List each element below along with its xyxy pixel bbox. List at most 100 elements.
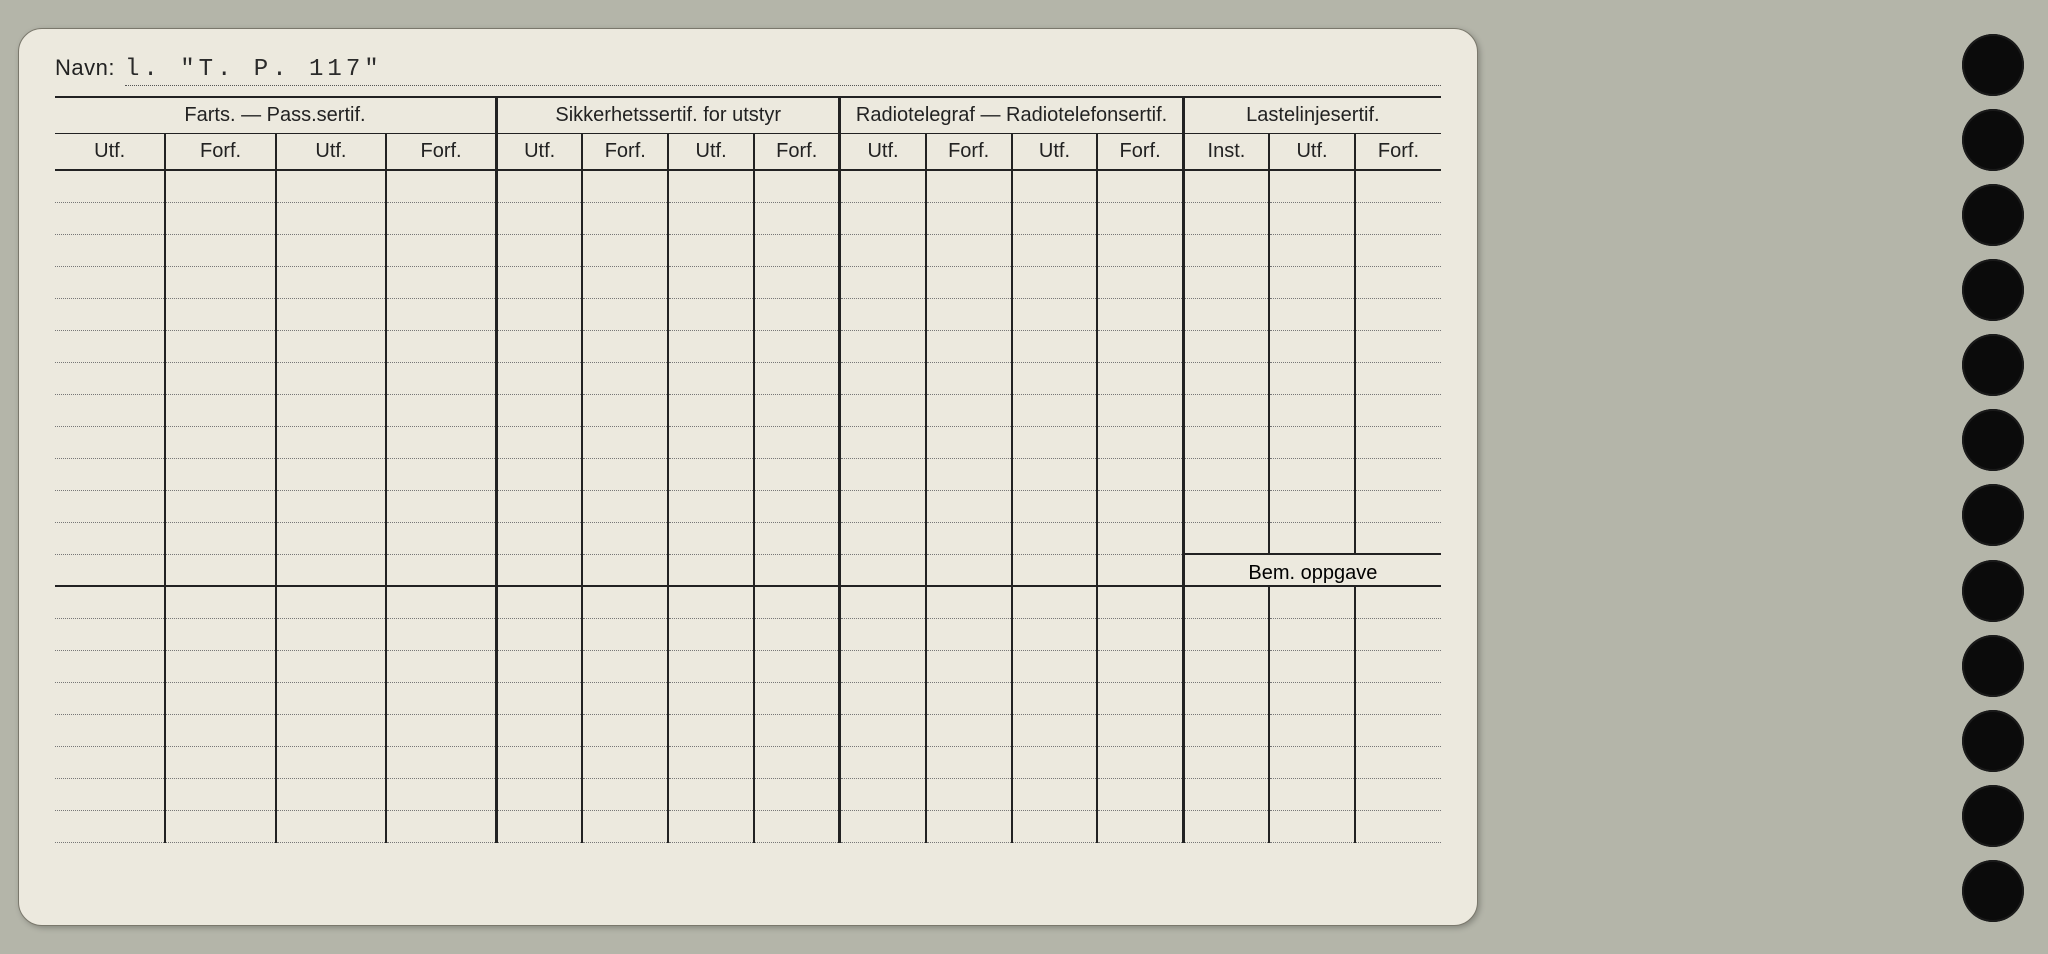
- table-row: [55, 362, 1441, 394]
- table-cell: [1012, 810, 1098, 842]
- table-cell: [165, 394, 275, 426]
- table-cell: [1355, 170, 1441, 202]
- table-cell: [1269, 490, 1355, 522]
- table-cell: [276, 586, 386, 618]
- table-cell: [1183, 234, 1269, 266]
- table-cell: [582, 426, 668, 458]
- sub-header-row: Utf. Forf. Utf. Forf. Utf. Forf. Utf. Fo…: [55, 134, 1441, 171]
- table-cell: [668, 234, 754, 266]
- sub-header: Inst.: [1183, 134, 1269, 171]
- table-cell: [668, 810, 754, 842]
- table-cell: [668, 362, 754, 394]
- table-cell: [840, 810, 926, 842]
- table-cell: [276, 714, 386, 746]
- table-cell: [754, 586, 840, 618]
- table-cell: [926, 202, 1012, 234]
- table-cell: [754, 298, 840, 330]
- table-cell: [754, 362, 840, 394]
- table-cell: [1183, 490, 1269, 522]
- table-cell: [754, 554, 840, 586]
- table-cell: [668, 266, 754, 298]
- table-cell: [386, 682, 496, 714]
- table-row: [55, 426, 1441, 458]
- table-cell: [754, 778, 840, 810]
- sub-header: Forf.: [386, 134, 496, 171]
- bem-oppgave-header: Bem. oppgave: [1183, 554, 1441, 586]
- table-cell: [386, 618, 496, 650]
- table-cell: [55, 554, 165, 586]
- table-cell: [582, 330, 668, 362]
- table-cell: [1012, 682, 1098, 714]
- table-cell: [497, 394, 583, 426]
- table-cell: [840, 458, 926, 490]
- table-cell: [386, 746, 496, 778]
- table-cell: [840, 394, 926, 426]
- table-cell: [55, 490, 165, 522]
- table-cell: [1097, 554, 1183, 586]
- table-cell: [1012, 778, 1098, 810]
- table-cell: [582, 234, 668, 266]
- table-cell: [386, 330, 496, 362]
- table-cell: [497, 778, 583, 810]
- table-cell: [276, 330, 386, 362]
- table-cell: [754, 426, 840, 458]
- table-cell: [754, 490, 840, 522]
- table-cell: [55, 650, 165, 682]
- table-cell: [1183, 298, 1269, 330]
- binder-hole: [1962, 409, 2024, 471]
- table-row: [55, 746, 1441, 778]
- table-cell: [840, 778, 926, 810]
- table-cell: [840, 682, 926, 714]
- table-cell: [754, 266, 840, 298]
- table-cell: [926, 746, 1012, 778]
- table-cell: [926, 554, 1012, 586]
- table-row: [55, 586, 1441, 618]
- table-cell: [582, 746, 668, 778]
- binder-hole: [1962, 334, 2024, 396]
- table-cell: [840, 618, 926, 650]
- table-cell: [386, 170, 496, 202]
- table-cell: [582, 586, 668, 618]
- table-cell: [497, 682, 583, 714]
- table-cell: [386, 458, 496, 490]
- table-cell: [754, 522, 840, 554]
- table-row: [55, 714, 1441, 746]
- table-cell: [1269, 298, 1355, 330]
- table-cell: [1355, 618, 1441, 650]
- table-cell: [55, 682, 165, 714]
- table-row: [55, 650, 1441, 682]
- sub-header: Utf.: [55, 134, 165, 171]
- table-cell: [582, 362, 668, 394]
- table-cell: [582, 202, 668, 234]
- table-cell: [386, 394, 496, 426]
- table-cell: [1355, 202, 1441, 234]
- table-cell: [1097, 170, 1183, 202]
- table-cell: [497, 170, 583, 202]
- table-cell: [1355, 522, 1441, 554]
- table-cell: [55, 234, 165, 266]
- table-row: [55, 202, 1441, 234]
- table-cell: [1097, 522, 1183, 554]
- table-cell: [497, 426, 583, 458]
- table-cell: [1012, 394, 1098, 426]
- table-cell: [386, 266, 496, 298]
- table-cell: [55, 202, 165, 234]
- table-cell: [165, 650, 275, 682]
- table-cell: [1012, 522, 1098, 554]
- table-cell: [668, 298, 754, 330]
- table-cell: [497, 298, 583, 330]
- table-cell: [926, 362, 1012, 394]
- table-cell: [497, 266, 583, 298]
- table-cell: [1355, 682, 1441, 714]
- table-cell: [582, 618, 668, 650]
- table-cell: [1012, 266, 1098, 298]
- table-cell: [926, 586, 1012, 618]
- table-cell: [386, 234, 496, 266]
- table-cell: [497, 810, 583, 842]
- table-cell: [1269, 202, 1355, 234]
- table-cell: [668, 202, 754, 234]
- table-cell: [386, 490, 496, 522]
- group-header-row: Farts. — Pass.sertif. Sikkerhetssertif. …: [55, 98, 1441, 134]
- table-cell: [926, 714, 1012, 746]
- table-cell: [165, 778, 275, 810]
